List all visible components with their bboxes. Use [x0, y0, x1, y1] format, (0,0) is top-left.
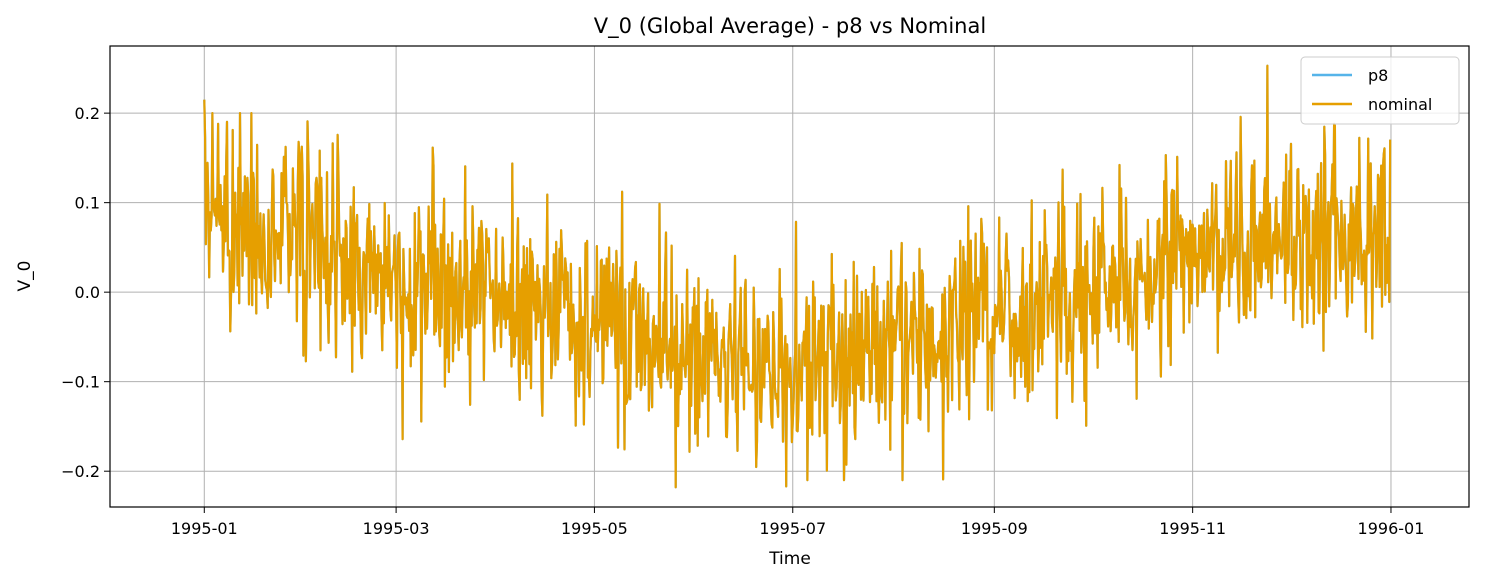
x-axis-ticks: 1995-01 1995-03 1995-05 1995-07 1995-09 1995-… [171, 507, 1425, 538]
y-tick-label: 0.1 [75, 194, 100, 213]
x-tick-label: 1995-09 [961, 519, 1028, 538]
chart-title: V_0 (Global Average) - p8 vs Nominal [594, 14, 986, 39]
x-tick-label: 1995-07 [759, 519, 826, 538]
y-tick-label: −0.2 [61, 462, 100, 481]
y-tick-label: 0.2 [75, 104, 100, 123]
legend-label-p8: p8 [1368, 66, 1388, 85]
x-axis-label: Time [768, 549, 811, 569]
series-lines [203, 64, 1392, 489]
y-axis-ticks: 0.2 0.1 0.0 −0.1 −0.2 [61, 104, 110, 481]
x-tick-label: 1995-03 [363, 519, 430, 538]
y-tick-label: −0.1 [61, 373, 100, 392]
series-line-nominal [203, 64, 1392, 489]
y-axis-label: V_0 [15, 261, 35, 292]
legend: p8 nominal [1300, 56, 1460, 125]
legend-label-nominal: nominal [1368, 95, 1432, 114]
y-tick-label: 0.0 [75, 283, 100, 302]
x-tick-label: 1995-05 [561, 519, 628, 538]
x-tick-label: 1995-11 [1159, 519, 1226, 538]
plot-frame [109, 45, 1470, 508]
x-tick-label: 1996-01 [1358, 519, 1425, 538]
x-tick-label: 1995-01 [171, 519, 238, 538]
